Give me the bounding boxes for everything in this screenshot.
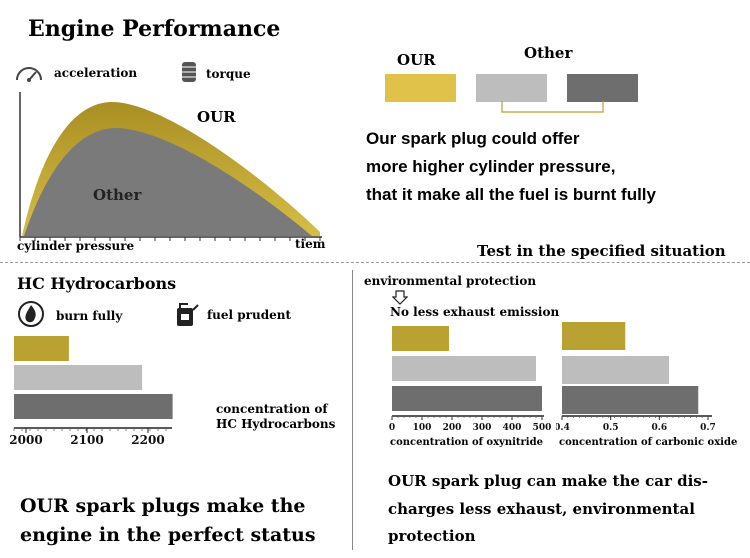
tick-label: 2100	[70, 433, 103, 447]
tick-label: 0.4	[556, 423, 570, 433]
other-area	[24, 128, 312, 236]
legend-our-label: OUR	[397, 51, 436, 69]
legend-torque: torque	[206, 67, 251, 81]
engine-xlabel: cylinder pressure	[17, 239, 135, 253]
tick-label: 100	[413, 423, 432, 433]
env-label: environmental protection	[364, 274, 537, 288]
swatch-our	[385, 74, 456, 102]
hc-axis-label-2: HC Hydrocarbons	[216, 417, 336, 431]
co-xlabel: concentration of carbonic oxide	[559, 437, 738, 448]
hc-axis-label-1: concentration of	[216, 402, 328, 416]
env-sublabel: No less exhaust emission	[390, 305, 560, 319]
hc-bar-chart: 2000 2100 2200	[9, 336, 173, 447]
down-arrow-icon	[392, 290, 408, 305]
fuel-can-icon	[177, 303, 199, 326]
tick-label: 2200	[131, 433, 164, 447]
icon-fuel-label: fuel prudent	[207, 308, 291, 322]
gauge-icon	[16, 67, 42, 82]
hc-tagline-1: OUR spark plugs make the	[20, 495, 306, 517]
tick-label: 500	[533, 423, 552, 433]
bar-0	[14, 336, 69, 361]
tick-label: 0.7	[700, 423, 716, 433]
flame-icon	[18, 301, 44, 327]
tick-label: 200	[443, 423, 462, 433]
legend-bracket	[501, 101, 604, 113]
bar-1	[562, 356, 670, 384]
swatch-other-2	[567, 74, 638, 102]
bar-2	[562, 386, 699, 414]
claim-line-3: that it make all the fuel is burnt fully	[366, 185, 656, 204]
legend-acceleration: acceleration	[54, 66, 138, 80]
bar-2	[14, 394, 173, 419]
claim-line-2: more higher cylinder pressure,	[366, 157, 616, 176]
label-other: Other	[93, 186, 142, 204]
hc-title: HC Hydrocarbons	[17, 274, 177, 293]
tick-label: 0	[389, 423, 395, 433]
vertical-divider	[352, 270, 353, 550]
tick-label: 0.5	[603, 423, 619, 433]
tick-label: 2000	[9, 433, 42, 447]
horizontal-divider	[0, 262, 750, 263]
engine-x-end-label: tiem	[295, 237, 326, 251]
bar-0	[562, 322, 626, 350]
bar-0	[392, 326, 449, 351]
claim-line-1: Our spark plug could offer	[366, 129, 580, 148]
hc-tagline-2: engine in the perfect status	[20, 524, 316, 546]
oxy-xlabel: concentration of oxynitride	[390, 437, 543, 448]
bar-1	[392, 356, 536, 381]
tick-label: 300	[473, 423, 492, 433]
oxynitride-bar-chart: 0 100 200 300 400 500	[389, 326, 552, 433]
icon-burn-label: burn fully	[56, 309, 123, 323]
env-tagline-2: charges less exhaust, environmental	[388, 500, 695, 518]
tick-label: 0.6	[651, 423, 667, 433]
x-ticks	[19, 237, 321, 241]
bar-1	[14, 365, 143, 390]
env-tagline-1: OUR spark plug can make the car dis-	[388, 472, 708, 490]
carbonic-oxide-bar-chart: 0.4 0.5 0.6 0.7	[556, 322, 716, 433]
test-note: Test in the specified situation	[477, 242, 726, 260]
coil-icon	[182, 62, 196, 82]
engine-title: Engine Performance	[28, 16, 281, 42]
env-tagline-3: protection	[388, 527, 476, 545]
swatch-other-1	[476, 74, 547, 102]
engine-area-chart	[19, 92, 322, 241]
label-our: OUR	[197, 108, 236, 126]
bar-2	[392, 386, 542, 411]
tick-label: 400	[503, 423, 522, 433]
legend-other-label: Other	[524, 44, 573, 62]
